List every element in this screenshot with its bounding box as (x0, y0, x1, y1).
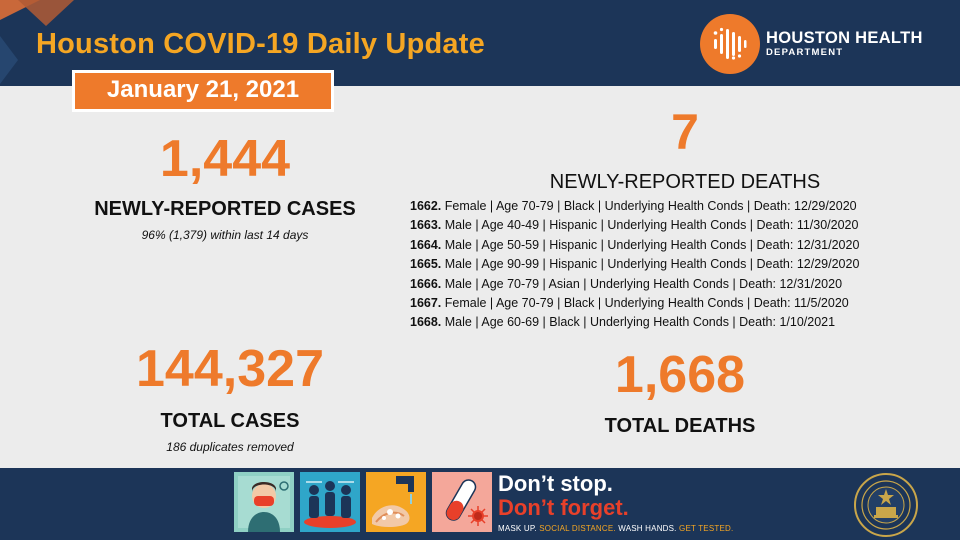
tagline-social-distance: SOCIAL DISTANCE. (539, 524, 616, 533)
list-item: 1665. Male | Age 90-99 | Hispanic | Unde… (410, 255, 950, 274)
death-id: 1663. (410, 218, 442, 233)
list-item: 1663. Male | Age 40-49 | Hispanic | Unde… (410, 216, 950, 235)
department-logo-text: HOUSTON HEALTH DEPARTMENT (766, 29, 923, 59)
death-id: 1664. (410, 237, 442, 252)
total-cases-count: 144,327 (136, 340, 324, 398)
logo-line-2: DEPARTMENT (766, 47, 844, 58)
death-id: 1662. (410, 199, 442, 213)
total-cases-label: TOTAL CASES (160, 410, 300, 432)
total-deaths-label: TOTAL DEATHS (604, 415, 756, 437)
death-details: Female | Age 70-79 | Black | Underlying … (444, 199, 857, 213)
list-item: 1666. Male | Age 70-79 | Asian | Underly… (410, 275, 950, 294)
list-item: 1662. Female | Age 70-79 | Black | Under… (410, 197, 950, 216)
list-item: 1664. Male | Age 50-59 | Hispanic | Unde… (410, 236, 950, 255)
page-title: Houston COVID-19 Daily Update (36, 28, 485, 60)
date-badge: January 21, 2021 (72, 70, 334, 112)
social-distance-icon (300, 472, 360, 532)
footer-banner: Don’t stop. Don’t forget. MASK UP. SOCIA… (0, 468, 960, 540)
new-cases-note: 96% (1,379) within last 14 days (141, 228, 309, 242)
test-tube-icon (432, 472, 492, 532)
logo-line-1: HOUSTON HEALTH (766, 29, 923, 47)
list-item: 1667. Female | Age 70-79 | Black | Under… (410, 294, 950, 313)
list-item: 1668. Male | Age 60-69 | Black | Underly… (410, 313, 950, 332)
tagline-wash-hands: WASH HANDS. (618, 524, 677, 533)
department-logo-icon (700, 14, 760, 74)
new-deaths-count: 7 (671, 104, 699, 160)
death-id: 1668. (410, 315, 442, 330)
slogan-line-1: Don’t stop. (498, 471, 613, 496)
tagline-mask-up: MASK UP. (498, 524, 537, 533)
city-seal-icon (854, 473, 918, 537)
new-cases-count: 1,444 (159, 130, 291, 188)
wash-hands-icon (366, 472, 426, 532)
death-details: Male | Age 60-69 | Black | Underlying He… (444, 315, 836, 330)
slogan-tagline: MASK UP. SOCIAL DISTANCE. WASH HANDS. GE… (498, 524, 733, 533)
new-cases-label: NEWLY-REPORTED CASES (94, 198, 356, 220)
death-id: 1665. (410, 257, 442, 272)
tagline-get-tested: GET TESTED. (679, 524, 734, 533)
mask-icon (234, 472, 294, 532)
death-details: Male | Age 50-59 | Hispanic | Underlying… (444, 237, 860, 252)
death-details: Male | Age 70-79 | Asian | Underlying He… (444, 276, 843, 291)
deaths-list: 1662. Female | Age 70-79 | Black | Under… (410, 197, 950, 333)
death-details: Female | Age 70-79 | Black | Underlying … (444, 296, 849, 311)
decorative-triangle (18, 0, 74, 26)
footer-slogan: Don’t stop. Don’t forget. MASK UP. SOCIA… (498, 471, 733, 534)
new-deaths-label: NEWLY-REPORTED DEATHS (549, 171, 821, 193)
total-deaths-count: 1,668 (614, 346, 746, 404)
death-id: 1667. (410, 296, 442, 311)
death-details: Male | Age 40-49 | Hispanic | Underlying… (444, 218, 859, 233)
decorative-triangle (0, 36, 18, 84)
slogan-line-2: Don’t forget. (498, 495, 629, 520)
death-details: Male | Age 90-99 | Hispanic | Underlying… (444, 257, 860, 272)
total-cases-note: 186 duplicates removed (166, 440, 294, 454)
death-id: 1666. (410, 276, 442, 291)
